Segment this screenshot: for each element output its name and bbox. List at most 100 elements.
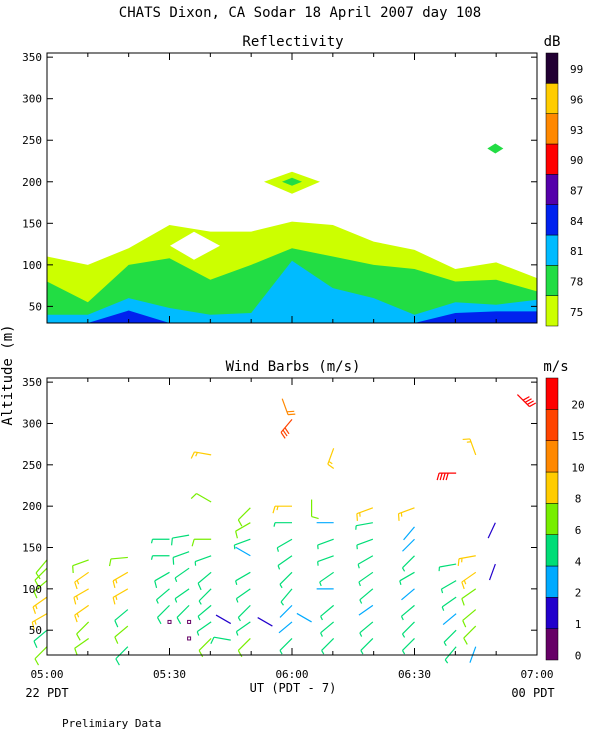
wind-barb-flag [35,572,41,580]
wind-barb-flag [190,493,197,500]
wind-barb-flag [286,410,295,413]
colorbar-label: 87 [570,185,583,198]
wind-barb-shaft [235,522,251,532]
colorbar-label: 0 [575,649,582,662]
wind-barb [320,621,335,637]
wind-barb-shaft [280,588,293,603]
wind-barb-flag [115,579,118,584]
y-tick-label: 150 [22,217,42,230]
wind-barb-flag [196,631,200,636]
wind-barb [74,604,89,623]
colorbar-label: 20 [571,399,584,412]
wind-barb-flag [527,400,534,405]
colorbar-swatch [545,409,559,441]
wind-barb [155,588,170,604]
wind-barb [279,604,293,618]
wind-barb-flag [155,599,159,604]
colorbar-swatch [545,83,559,114]
wind-barb [278,621,293,634]
wind-barb-flag [235,531,238,539]
colorbar-label: 96 [570,94,583,107]
wind-barb-flag [74,581,78,590]
y-tick-label: 300 [22,417,42,430]
x-tick-label: 05:00 [30,668,63,681]
wind-barb [399,571,415,585]
wind-barb-shaft [33,580,48,592]
y-tick-label: 50 [29,300,42,313]
wind-barb-flag [524,398,532,403]
wind-barb-flag [198,600,202,605]
wind-barb-flag [172,557,175,565]
wind-barb [317,555,334,566]
wind-barb [210,636,231,644]
wind-barb-shaft [317,538,334,546]
wind-barb [321,638,335,655]
colorbar-swatch [545,597,559,629]
wind-barb [401,588,415,601]
wind-barb-flag [328,460,333,465]
colorbar-label: 84 [570,215,584,228]
wind-barb [156,604,170,625]
wind-barb-shaft [156,588,170,601]
wind-barb-flag [463,580,467,585]
wind-colorbar-unit: m/s [543,359,568,375]
wind-barb-shaft [237,638,251,651]
wind-barb-shaft [358,571,374,583]
wind-barb [296,612,312,623]
wind-barb [196,621,212,636]
wind-barb-flag [401,567,406,572]
wind-barb [356,507,374,521]
wind-barb-shaft [359,621,374,634]
wind-barb-flag [399,580,402,585]
wind-barb-shaft [276,538,293,549]
wind-barb-flag [280,601,284,606]
wind-barb-flag [237,519,243,527]
wind-barb-shaft [402,638,415,651]
wind-barb [35,559,48,580]
wind-barb-flag [441,606,445,611]
wind-x-axis: 05:00 05:30 06:00 06:30 07:00 [30,378,554,681]
wind-barb [235,571,251,585]
wind-barb-shaft [320,604,335,617]
wind-barb [280,588,293,606]
wind-barb [191,538,212,547]
wind-barb [359,588,374,604]
wind-barb-flag [319,581,322,587]
x-tick-label: 06:00 [275,668,308,681]
wind-barb [436,472,457,481]
wind-barb-shaft [360,638,374,651]
wind-barb-shaft [215,614,232,625]
wind-barb [358,604,374,616]
wind-barb-flag [457,558,460,567]
wind-barb [235,546,251,557]
wind-barb [401,555,415,572]
wind-barb-shaft [441,580,457,590]
wind-barb [327,448,335,470]
wind-barb-shaft [235,546,251,557]
wind-barb [31,613,48,630]
wind-barb [279,571,293,589]
wind-barb-flag [174,577,178,582]
y-tick-label: 200 [22,500,42,513]
wind-barb-flag [195,452,198,457]
wind-barb-shaft [197,604,212,617]
wind-barb-shaft [110,556,128,560]
x-tick-label: 07:00 [520,668,553,681]
wind-barb-shaft [278,621,293,634]
reflectivity-colorbar: 75 78 81 84 87 90 93 96 99 [545,52,584,327]
wind-barb [235,621,251,636]
wind-barb-flag [320,632,323,637]
colorbar-label: 93 [570,124,583,137]
wind-barb [403,526,415,541]
wind-barb-shaft [296,612,312,623]
wind-barb [115,646,129,666]
wind-barb-shaft [277,555,293,567]
wind-barb [154,571,170,589]
colorbar-swatch [545,534,559,567]
wind-barb-flag [287,413,296,416]
y-tick-label: 150 [22,542,42,555]
wind-barb [311,499,319,520]
wind-barb-shaft [319,571,334,583]
wind-barb-shaft [74,637,89,649]
